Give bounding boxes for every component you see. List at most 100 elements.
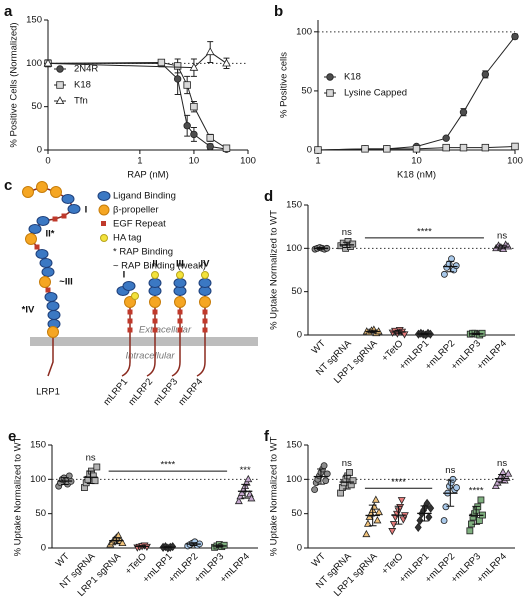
y-axis-label: % Positive cells: [279, 52, 290, 118]
marker: [363, 519, 372, 527]
legend-marker: [326, 89, 334, 97]
significance-label: ns: [86, 452, 96, 463]
marker: [511, 142, 519, 151]
propeller: [22, 186, 34, 198]
marker: [349, 240, 357, 248]
construct-backbone: [171, 278, 181, 377]
marker: [453, 484, 460, 491]
error-bar: [61, 477, 69, 485]
marker: [416, 515, 424, 526]
y-tick-label: 0: [297, 330, 302, 341]
lrp-diagram: c Extracellular Intracellular LRP1 Ligan…: [4, 177, 258, 408]
marker: [383, 145, 391, 153]
egf-repeat: [127, 309, 133, 315]
panel-letter: b: [274, 3, 283, 20]
marker: [190, 102, 198, 111]
error-bar: [342, 474, 351, 490]
legend-label: * RAP Binding: [113, 247, 173, 258]
legend-label: Lysine Capped: [344, 88, 407, 99]
marker: [206, 142, 214, 151]
ligand-binding: [67, 204, 81, 214]
significance-label: ****: [417, 226, 432, 237]
legend-label: Ligand Binding: [113, 191, 176, 202]
error-bar: [342, 241, 351, 248]
marker: [414, 522, 422, 532]
ligand-icon: [97, 191, 111, 201]
propeller: [47, 326, 59, 338]
error-bar: [472, 505, 481, 525]
y-tick-label: 0: [307, 145, 312, 156]
error-bar: [317, 468, 325, 485]
propeller: [50, 186, 62, 198]
marker: [423, 498, 431, 508]
ligand-binding: [47, 310, 61, 320]
ligand-binding: [39, 258, 53, 268]
construct-label: mLRP2: [126, 376, 155, 407]
egf-repeat: [177, 309, 183, 315]
marker: [452, 262, 460, 270]
error-bar: [498, 474, 506, 484]
domain-label: II: [152, 259, 157, 270]
construct-backbone: [196, 278, 206, 377]
error-bar: [420, 332, 429, 336]
legend-marker: [55, 96, 65, 105]
egf-repeat: [45, 287, 51, 293]
significance-label: ****: [160, 460, 175, 471]
ha-tag: [201, 271, 209, 279]
significance-label: ns: [497, 230, 507, 241]
marker: [459, 108, 468, 116]
ha-tag: [131, 292, 139, 300]
ligand-binding: [173, 278, 187, 288]
marker: [244, 474, 253, 483]
x-tick-label: 100: [240, 156, 256, 167]
marker: [449, 475, 457, 483]
y-axis-label: % Uptake Normalized to WT: [269, 210, 280, 330]
marker: [206, 134, 214, 142]
y-tick-label: 50: [291, 508, 302, 519]
legend-marker: [56, 81, 64, 89]
domain-label: I: [85, 205, 88, 216]
marker: [477, 496, 485, 504]
construct-backbone: [146, 278, 156, 377]
error-bar: [394, 505, 403, 525]
legend-label: HA tag: [113, 233, 142, 244]
ligand-binding: [46, 301, 60, 311]
marker: [93, 463, 101, 471]
propeller: [39, 276, 51, 288]
x-tick-label: WT: [310, 338, 328, 356]
marker: [314, 146, 322, 154]
receptor-label: LRP1: [36, 387, 60, 398]
egf-repeat: [127, 318, 133, 324]
y-tick-label: 0: [297, 543, 302, 554]
marker: [498, 468, 507, 476]
y-tick-label: 0: [37, 145, 42, 156]
marker: [511, 32, 519, 41]
construct-label: mLRP1: [101, 376, 130, 407]
egf-repeat: [202, 327, 208, 333]
error-bar: [498, 244, 506, 250]
egf-repeat: [152, 327, 158, 333]
marker: [238, 488, 246, 496]
ha-tag: [151, 271, 159, 279]
domain-label: I: [123, 270, 126, 281]
y-axis-label: % Uptake Normalized to WT: [269, 436, 280, 556]
error-bar: [472, 332, 481, 336]
error-bar: [446, 479, 455, 507]
y-tick-label: 100: [30, 474, 46, 485]
egf-repeat: [34, 244, 40, 250]
marker: [205, 47, 215, 56]
legend-marker: [56, 65, 64, 73]
legend-label: 2N4R: [74, 64, 98, 75]
egf-repeat: [61, 213, 67, 219]
marker: [361, 145, 369, 153]
ligand-binding: [44, 292, 58, 302]
egf-repeat: [152, 318, 158, 324]
marker: [481, 70, 490, 79]
marker: [412, 145, 421, 153]
marker: [91, 477, 99, 485]
legend-label: β-propeller: [113, 205, 159, 216]
error-bar: [189, 542, 198, 546]
propeller-icon: [98, 204, 110, 216]
marker: [442, 134, 450, 142]
marker: [118, 538, 127, 546]
